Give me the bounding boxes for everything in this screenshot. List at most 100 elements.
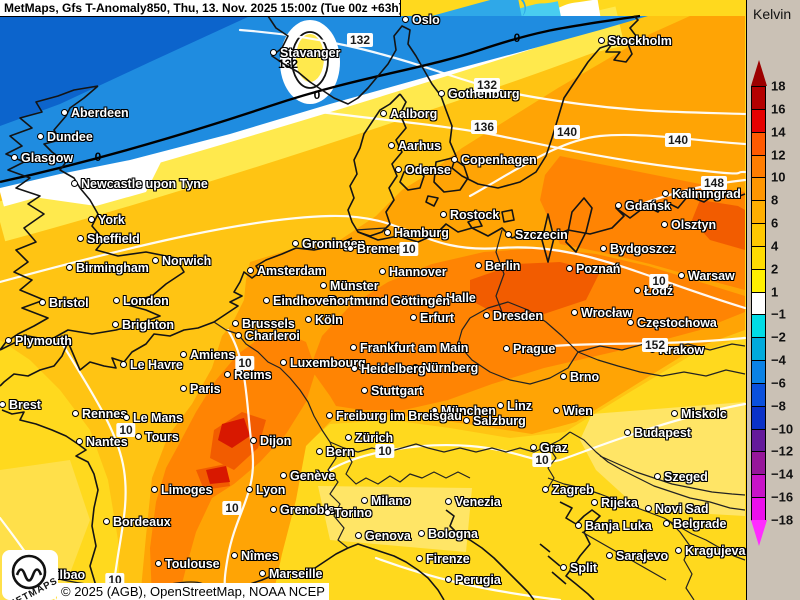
city-label: Marseille [269,567,323,581]
city-dot [180,385,187,392]
city-label: Brighton [122,318,175,332]
city-marker: Eindhoven [263,294,337,308]
city-label: Stuttgart [371,384,424,398]
city-dot [345,434,352,441]
city-label: Brest [9,398,41,412]
city-marker: Dijon [250,434,291,448]
scale-arrow-down [751,520,767,546]
city-marker: London [113,294,169,308]
city-label: Firenze [426,552,470,566]
city-marker: Amsterdam [247,264,326,278]
city-label: Bydgoszcz [610,242,676,256]
city-marker: Birmingham [66,261,149,275]
city-dot [152,257,159,264]
scale-tick-label: −6 [771,375,786,391]
city-marker: Zagreb [542,483,594,497]
contour-label: 132 [473,78,501,92]
city-marker: Norwich [152,254,212,268]
scale-tick-label: 16 [771,101,786,117]
city-dot [634,287,641,294]
city-dot [600,245,607,252]
city-label: Le Mans [133,411,184,425]
city-dot [381,297,388,304]
city-dot [320,282,327,289]
city-marker: Genova [355,529,411,543]
city-dot [11,154,18,161]
scale-segment [751,451,766,476]
city-marker: Miskolc [671,407,727,421]
city-marker: Wien [553,404,593,418]
color-scale: 18 16 14 12 10 8 6 4 2 1 −1 −2 −4 −6 −8 −10 −12 −14 −16 −18 [751,60,800,550]
city-marker: Banja Luka [575,519,652,533]
city-label: Heidelberg [361,362,426,376]
scale-segment [751,268,766,293]
city-dot [410,314,417,321]
contour-label: 10 [399,242,419,256]
city-label: Belgrade [673,517,727,531]
city-dot [231,552,238,559]
city-dot [671,410,678,417]
city-dot [76,438,83,445]
city-marker: Hannover [379,265,447,279]
city-label: Aalborg [390,107,438,121]
city-dot [566,265,573,272]
city-dot [560,564,567,571]
city-marker: Münster [320,279,379,293]
map-title: MetMaps, Gfs T-Anomaly850, Thu, 13. Nov.… [4,1,401,15]
city-label: Perugia [455,573,501,587]
city-label: Hannover [389,265,447,279]
city-label: Split [570,561,598,575]
city-dot [113,297,120,304]
city-marker: Frankfurt am Main [350,341,468,355]
city-label: Dresden [493,309,544,323]
city-label: Glasgow [21,151,74,165]
city-marker: Milano [361,494,411,508]
scale-tick-label: −1 [771,306,786,322]
city-dot [627,319,634,326]
city-marker: Brno [560,370,599,384]
city-label: Prague [513,342,556,356]
city-label: Göttingen [391,294,451,308]
city-dot [402,16,409,23]
city-dot [247,267,254,274]
city-dot [416,555,423,562]
city-marker: Halle [436,291,476,305]
city-label: Częstochowa [637,316,717,330]
scale-segment [751,154,766,179]
city-marker: Salzburg [463,414,526,428]
contour-label: 132 [277,57,299,71]
city-label: Norwich [162,254,212,268]
city-dot [418,530,425,537]
city-dot [575,522,582,529]
city-label: Gdańsk [625,199,671,213]
city-dot [571,309,578,316]
city-dot [497,402,504,409]
city-label: Wien [563,404,593,418]
city-dot [431,407,438,414]
city-dot [135,433,142,440]
scale-segment [751,86,766,110]
city-marker: Perugia [445,573,501,587]
city-label: Szeged [664,470,708,484]
city-dot [316,448,323,455]
city-dot [440,211,447,218]
city-marker: Szeged [654,470,708,484]
city-label: Aberdeen [71,106,129,120]
city-marker: Odense [395,163,451,177]
city-dot [451,156,458,163]
city-marker: Bydgoszcz [600,242,676,256]
contour-label: 140 [553,125,581,139]
city-label: Charleroi [245,329,300,343]
city-dot [151,486,158,493]
city-dot [624,429,631,436]
contour-label: 136 [470,120,498,134]
city-label: Eindhoven [273,294,337,308]
city-label: Dortmund [328,294,388,308]
city-dot [280,472,287,479]
city-label: Genova [365,529,411,543]
city-dot [505,231,512,238]
city-marker: Wrocław [571,306,632,320]
city-label: Kragujevac [685,544,746,558]
city-label: Rennes [82,407,128,421]
city-dot [318,297,325,304]
